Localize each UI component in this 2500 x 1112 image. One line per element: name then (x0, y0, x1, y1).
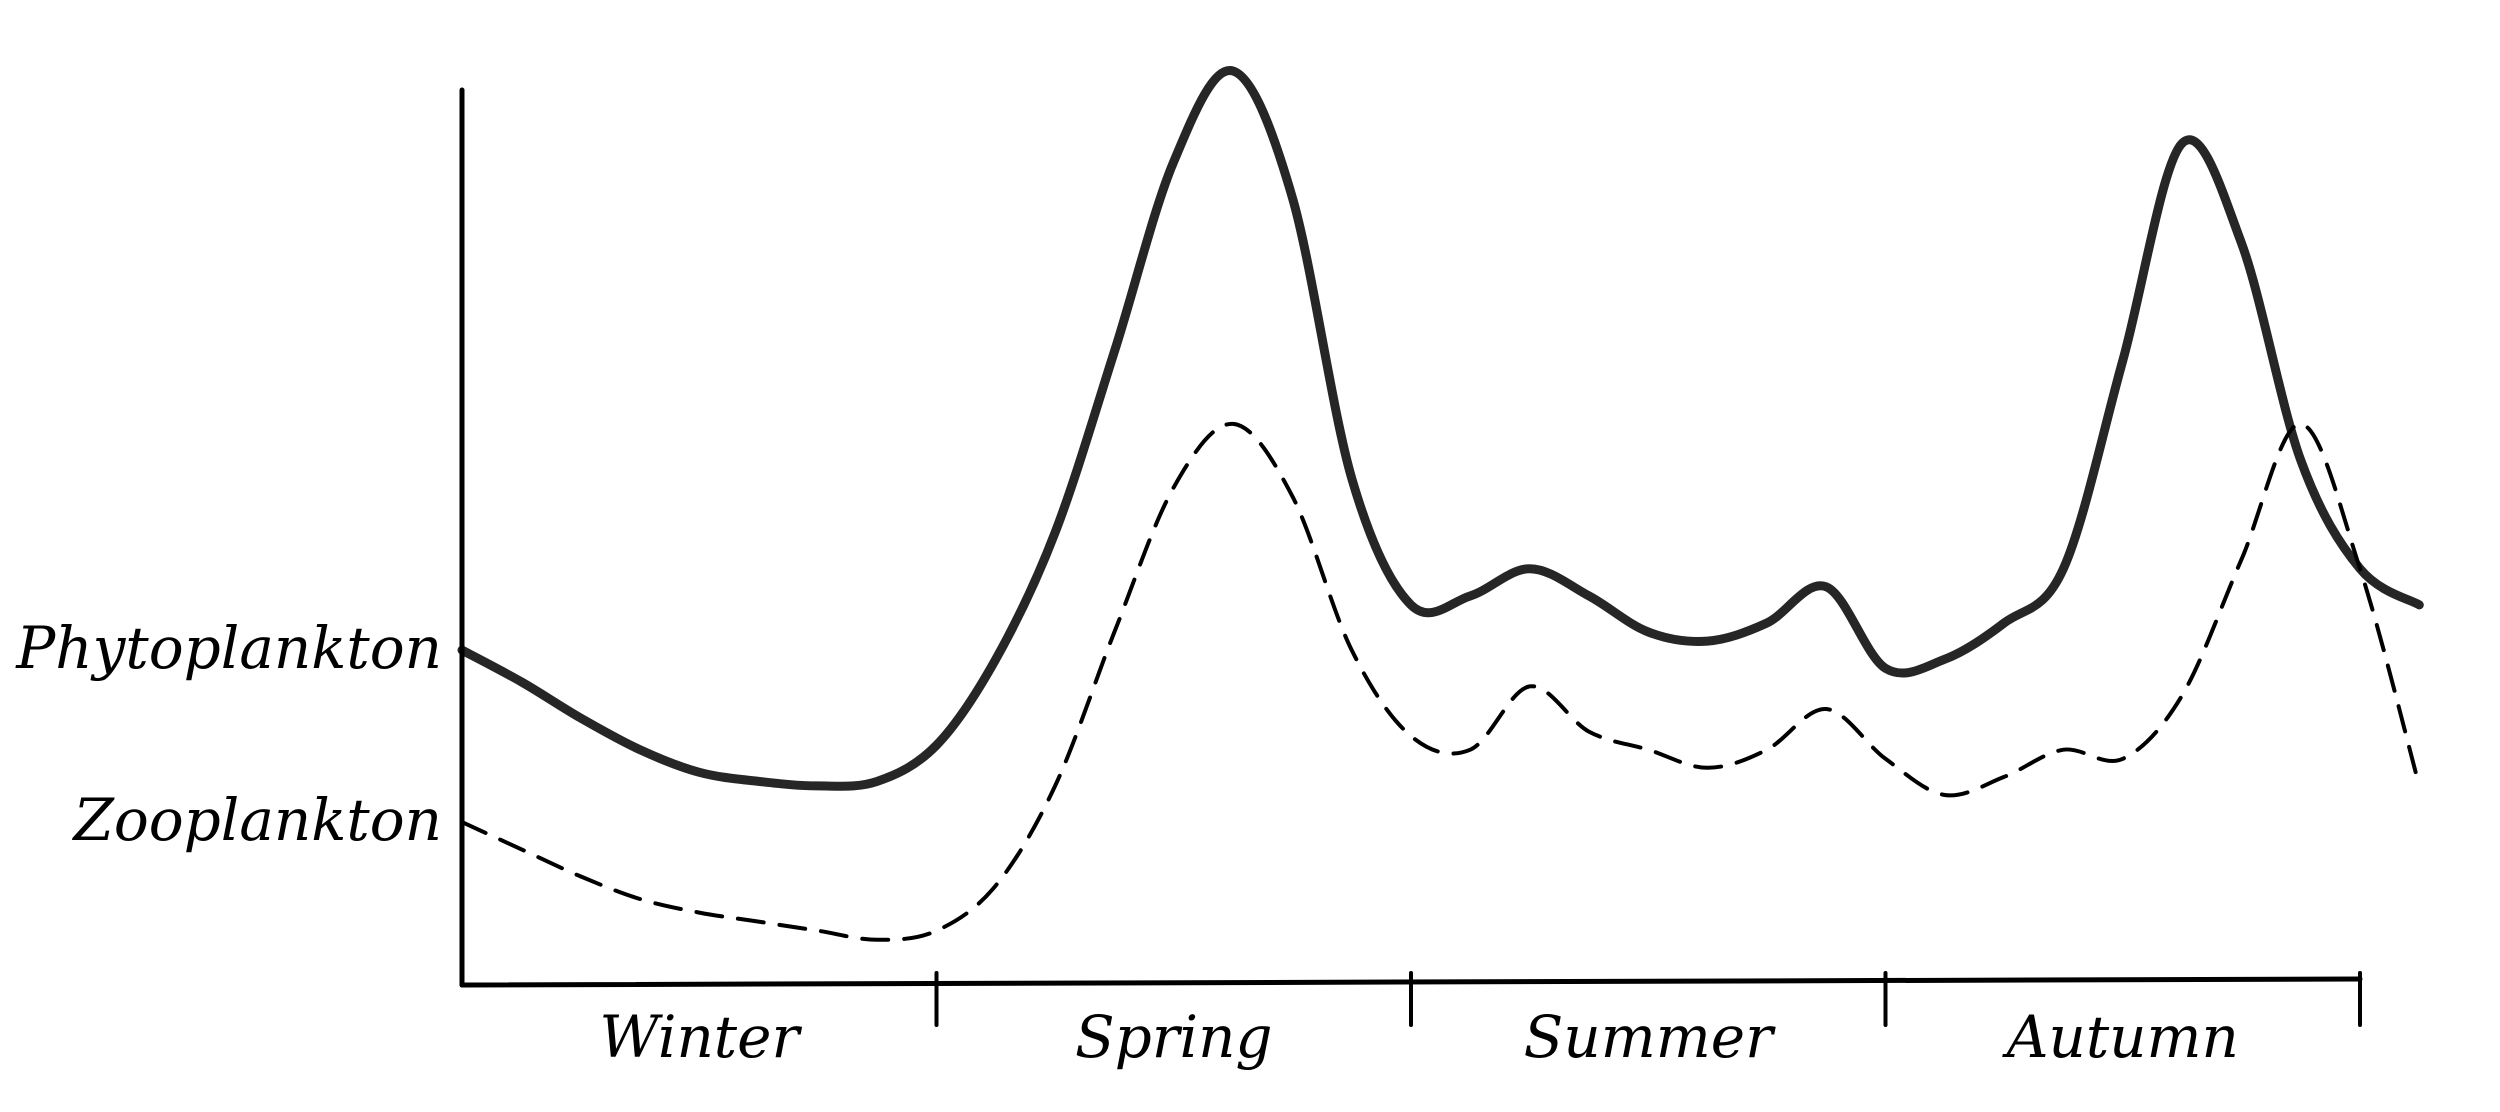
x-tick-label-summer: Summer (1524, 1003, 1776, 1071)
axis-layer (459, 87, 2363, 1027)
series-label-zooplankton: Zooplankton (72, 786, 442, 854)
series-layer (457, 66, 2424, 942)
x-tick-label-winter: Winter (599, 1003, 802, 1071)
x-tick-label-spring: Spring (1075, 1003, 1273, 1071)
series-line-phytoplankton (457, 66, 2424, 791)
label-layer: Winter Spring Summer Autumn Phytoplankton Zoo… (15, 614, 2239, 1071)
series-line-zooplankton (460, 421, 2422, 942)
x-tick-label-autumn: Autumn (2002, 1003, 2239, 1071)
series-label-phytoplankton: Phytoplankton (15, 614, 442, 682)
